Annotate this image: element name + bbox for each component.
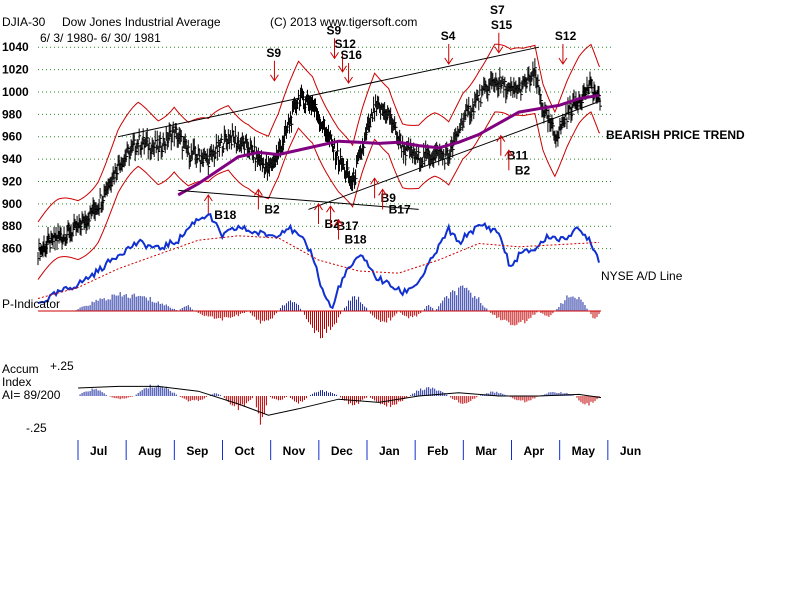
ad-moving-average <box>37 235 600 299</box>
ad-line-panel <box>37 213 600 310</box>
y-tick-label: 980 <box>2 107 22 121</box>
p-indicator-panel <box>38 285 601 339</box>
buy-arrowhead <box>504 149 514 157</box>
sell-signal-label: S16 <box>341 48 363 62</box>
sell-arrowhead <box>344 76 353 84</box>
sell-arrowhead <box>338 65 347 73</box>
buy-signal-label: B2 <box>515 163 531 177</box>
sell-arrowhead <box>558 57 568 65</box>
buy-signal-label: B2 <box>324 217 340 231</box>
trendlines <box>118 46 602 210</box>
buy-signal-label: B18 <box>345 233 367 247</box>
y-tick-label: 1040 <box>2 40 29 54</box>
y-tick-label: 920 <box>2 174 22 188</box>
month-label: Jul <box>90 444 107 458</box>
month-label: Jan <box>379 444 400 458</box>
sell-arrowhead <box>270 74 279 82</box>
accum-label-2: Index <box>2 375 31 389</box>
upper-band <box>37 43 601 223</box>
accum-moving-average <box>78 385 602 416</box>
p-indicator-label: P-Indicator <box>2 297 60 311</box>
month-label: Nov <box>283 444 306 458</box>
y-tick-label: 940 <box>2 152 22 166</box>
header-date-range: 6/ 3/ 1980- 6/ 30/ 1981 <box>40 31 161 45</box>
accum-tick-top: +.25 <box>50 359 74 373</box>
price-moving-average <box>177 93 600 197</box>
accum-label-3: AI= 89/200 <box>2 388 61 402</box>
sell-signal-label: S9 <box>266 46 281 60</box>
month-label: Dec <box>331 444 353 458</box>
y-tick-label: 860 <box>2 242 22 256</box>
buy-signal-label: B18 <box>214 208 236 222</box>
buy-arrowhead <box>378 188 388 196</box>
y-tick-label: 1020 <box>2 63 29 77</box>
buy-signal-label: B17 <box>389 202 411 216</box>
y-tick-label: 1000 <box>2 85 29 99</box>
sell-arrowhead <box>330 52 339 60</box>
month-label: May <box>572 444 596 458</box>
buy-signal-label: B11 <box>507 149 529 163</box>
header-name: Dow Jones Industrial Average <box>62 15 221 29</box>
month-label: Sep <box>186 444 208 458</box>
sell-signal-label: S9 <box>327 23 342 37</box>
y-tick-label: 880 <box>2 219 22 233</box>
buy-arrowhead <box>314 203 323 211</box>
trendline <box>308 100 602 210</box>
month-label: Aug <box>138 444 161 458</box>
sell-signal-label: S4 <box>441 29 456 43</box>
ad-line-label: NYSE A/D Line <box>601 269 683 283</box>
month-label: Mar <box>475 444 497 458</box>
sell-arrowhead <box>494 46 504 54</box>
buy-arrowhead <box>370 177 380 185</box>
accum-index-panel <box>78 384 602 425</box>
header-top-signal: S7 <box>490 3 505 17</box>
moving-average-line <box>177 93 600 197</box>
annotation-bearish-trend: BEARISH PRICE TREND <box>606 128 745 142</box>
y-tick-label: 960 <box>2 130 22 144</box>
trendline <box>118 46 539 138</box>
trendline <box>178 189 419 210</box>
sell-signal-label: S12 <box>335 37 357 51</box>
buy-signal-label: B17 <box>337 219 359 233</box>
buy-arrowhead <box>496 134 506 142</box>
accum-label-1: Accum <box>2 362 39 376</box>
buy-signal-label: B2 <box>264 202 280 216</box>
price-y-axis: 1040 1020 1000 980 960 940 920 900 880 860 <box>2 40 29 255</box>
buy-signal-label: B9 <box>381 191 397 205</box>
month-label: Feb <box>427 444 448 458</box>
buy-arrowhead <box>326 205 335 213</box>
month-label: Oct <box>235 444 255 458</box>
month-label: Apr <box>524 444 545 458</box>
lower-band <box>37 111 601 280</box>
month-label: Jun <box>620 444 641 458</box>
ad-line <box>37 213 600 310</box>
sell-signal-label: S15 <box>491 18 513 32</box>
header-copyright: (C) 2013 www.tigersoft.com <box>270 15 417 29</box>
sell-arrowhead <box>444 57 454 65</box>
month-axis: Jul Aug Sep Oct Nov Dec Jan Feb Mar Apr May Jun <box>77 440 641 460</box>
buy-arrowhead <box>203 194 213 202</box>
sell-signal-label: S12 <box>555 29 577 43</box>
price-bands <box>37 43 601 280</box>
accum-tick-bottom: -.25 <box>26 421 47 435</box>
buy-arrowhead <box>253 188 263 196</box>
buy-arrowhead <box>334 218 343 226</box>
header-symbol: DJIA-30 <box>2 15 46 29</box>
y-tick-label: 900 <box>2 197 22 211</box>
